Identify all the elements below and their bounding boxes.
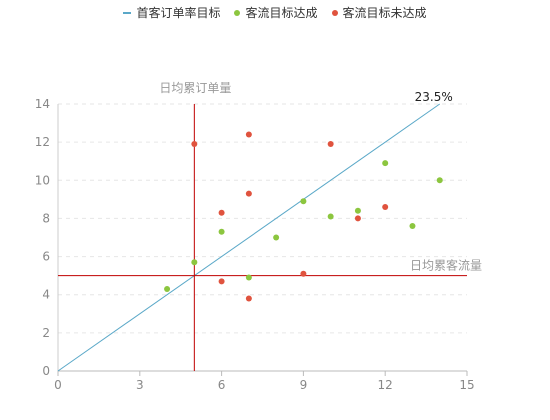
y-tick-label: 0 <box>42 364 50 378</box>
data-point <box>218 278 225 285</box>
legend-swatch <box>331 9 338 16</box>
x-tick-label: 15 <box>459 378 474 392</box>
data-point <box>245 274 252 281</box>
legend-item[interactable]: 首客订单率目标 <box>123 4 220 21</box>
data-point <box>245 190 252 197</box>
legend-swatch <box>123 11 132 14</box>
data-point <box>354 215 361 222</box>
data-point <box>382 160 389 167</box>
data-point <box>245 131 252 138</box>
data-point <box>218 228 225 235</box>
horizontal-reference-label: 日均累客流量 <box>410 258 482 273</box>
x-tick-label: 9 <box>300 378 308 392</box>
data-point <box>382 203 389 210</box>
legend-label: 客流目标达成 <box>245 6 318 20</box>
data-point <box>191 259 198 266</box>
data-point <box>409 223 416 230</box>
data-point <box>327 141 334 148</box>
y-tick-label: 14 <box>35 97 50 111</box>
x-tick-label: 0 <box>54 378 62 392</box>
data-point <box>300 198 307 205</box>
data-point <box>273 234 280 241</box>
chart-legend: 首客订单率目标 客流目标达成 客流目标未达成 <box>0 4 550 21</box>
legend-swatch <box>234 9 241 16</box>
legend-item[interactable]: 客流目标达成 <box>234 4 318 21</box>
x-tick-label: 12 <box>378 378 393 392</box>
data-point <box>218 209 225 216</box>
y-tick-label: 2 <box>42 326 50 340</box>
data-point <box>300 270 307 277</box>
vertical-reference-label: 日均累订单量 <box>159 81 231 95</box>
data-point <box>191 141 198 148</box>
legend-label: 首客订单率目标 <box>136 6 221 20</box>
y-tick-label: 6 <box>42 250 50 264</box>
data-point <box>164 285 171 292</box>
data-point <box>436 177 443 184</box>
y-tick-label: 4 <box>42 288 50 302</box>
data-point <box>327 213 334 220</box>
data-point <box>354 207 361 214</box>
x-tick-label: 6 <box>218 378 226 392</box>
target-line <box>57 103 441 372</box>
y-tick-label: 8 <box>42 211 50 225</box>
x-tick-label: 3 <box>136 378 144 392</box>
legend-label: 客流目标未达成 <box>342 6 427 20</box>
target-line-label: 23.5% <box>415 90 453 104</box>
y-tick-label: 12 <box>35 135 50 149</box>
legend-item[interactable]: 客流目标未达成 <box>331 4 427 21</box>
y-tick-label: 10 <box>35 173 50 187</box>
data-point <box>245 295 252 302</box>
